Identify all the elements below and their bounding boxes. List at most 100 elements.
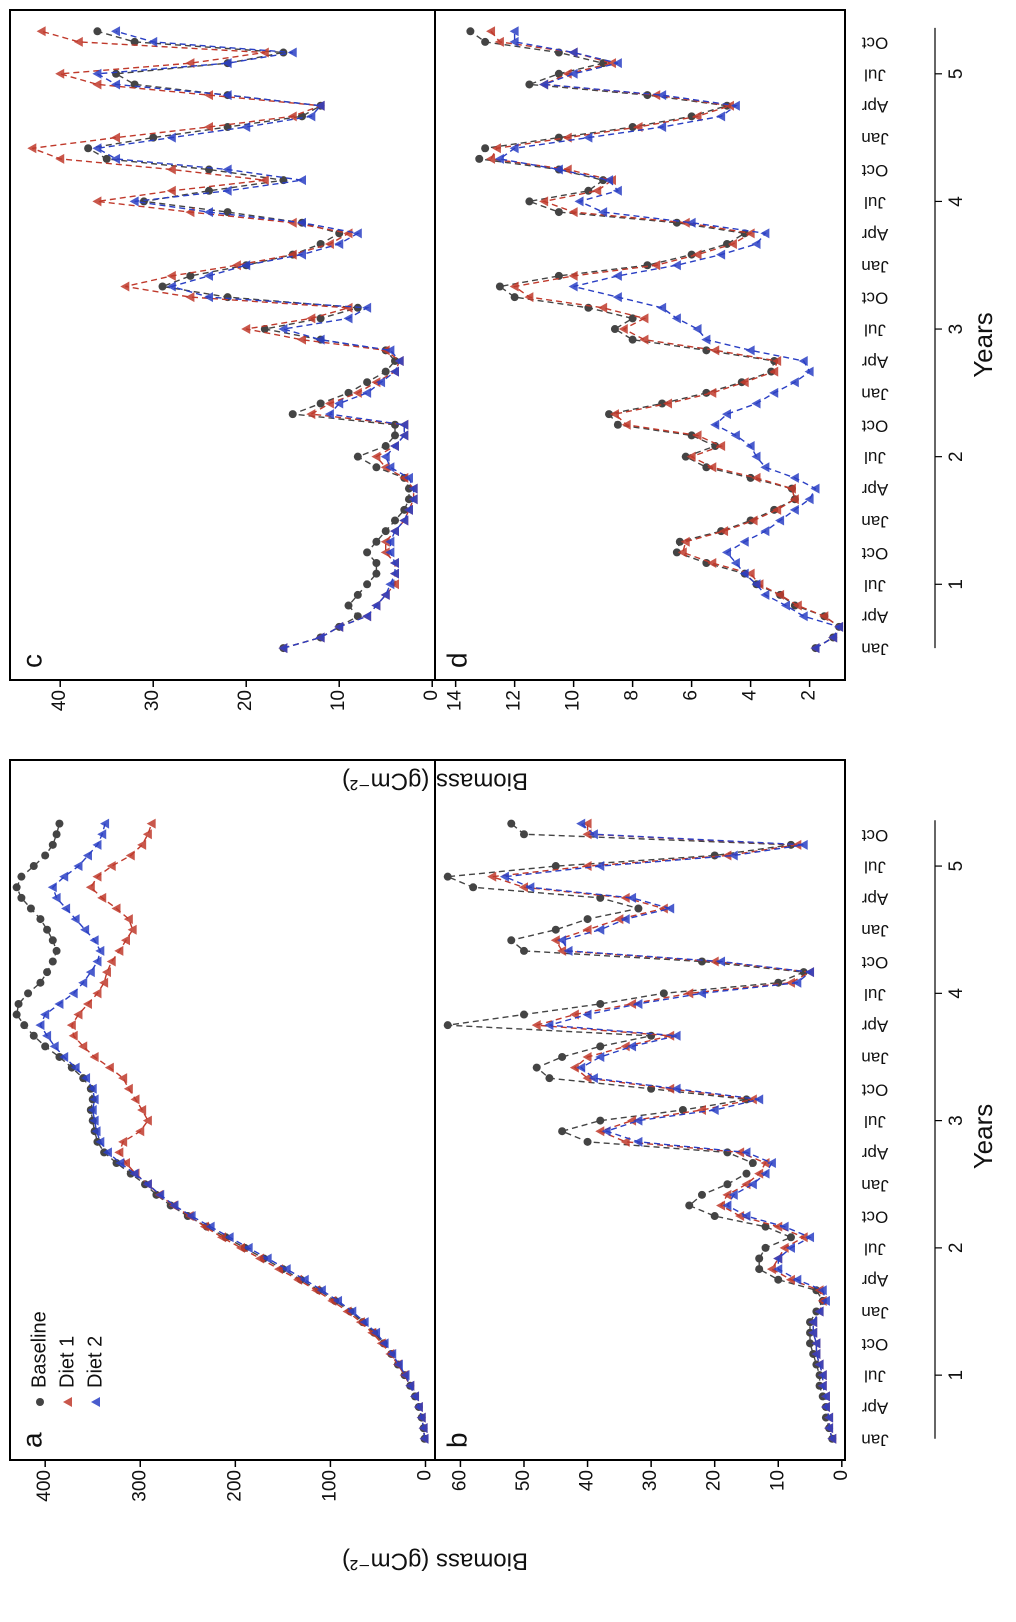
data-point: [745, 345, 755, 356]
data-point: [596, 1042, 605, 1051]
data-point: [185, 292, 195, 303]
data-point: [760, 589, 770, 600]
data-point: [751, 579, 761, 590]
data-point: [55, 153, 65, 164]
panel-label: c: [16, 654, 47, 668]
data-point: [824, 1412, 834, 1423]
data-point: [754, 1168, 764, 1179]
data-point: [405, 1380, 415, 1391]
data-point: [773, 1221, 783, 1232]
data-point: [658, 903, 668, 914]
data-point: [81, 1073, 91, 1084]
data-point: [633, 1115, 643, 1126]
data-point: [766, 1158, 776, 1169]
data-point: [628, 122, 637, 131]
data-point: [805, 967, 815, 978]
data-point: [381, 367, 390, 376]
data-point: [612, 292, 622, 303]
data-point: [609, 409, 619, 420]
data-point: [751, 238, 761, 249]
x-tick-label: Apr: [861, 225, 888, 244]
legend-label: Diet 1: [56, 1336, 78, 1388]
data-point: [222, 185, 232, 196]
data-point: [798, 355, 808, 366]
data-point: [716, 441, 726, 452]
data-point: [385, 345, 395, 356]
data-point: [605, 410, 614, 419]
y-tick-label: 30: [142, 690, 163, 711]
data-point: [716, 956, 726, 967]
x-tick-label: Jan: [861, 1176, 888, 1195]
x-tick-label: Jul: [864, 65, 886, 84]
data-point: [372, 537, 381, 546]
data-point: [353, 590, 362, 599]
data-point: [817, 1370, 827, 1381]
data-point: [751, 398, 761, 409]
year-label: 4: [946, 988, 967, 999]
x-tick-label: Oct: [862, 289, 889, 308]
data-point: [87, 1083, 97, 1094]
data-point: [443, 1021, 452, 1030]
data-point: [279, 48, 288, 57]
data-point: [316, 1285, 326, 1296]
data-point: [525, 80, 534, 89]
data-point: [385, 536, 395, 547]
data-point: [798, 839, 808, 850]
data-point: [817, 1285, 827, 1296]
year-label: 1: [946, 1370, 967, 1381]
year-label: 5: [946, 861, 967, 872]
x-tick-label: Apr: [861, 480, 888, 499]
data-point: [588, 1073, 598, 1084]
data-point: [166, 164, 176, 175]
data-point: [118, 1136, 128, 1147]
data-point: [583, 915, 592, 924]
data-point: [288, 410, 297, 419]
data-point: [333, 1295, 343, 1306]
data-point: [372, 559, 381, 568]
data-point: [52, 830, 61, 839]
data-point: [54, 998, 64, 1009]
data-point: [353, 452, 362, 461]
series-line: [86, 30, 410, 649]
data-point: [394, 355, 404, 366]
y-tick-label: 0: [415, 1470, 436, 1481]
data-point: [828, 632, 838, 643]
data-point: [639, 334, 649, 345]
data-point: [73, 1009, 83, 1020]
data-point: [385, 579, 395, 590]
panel-label: d: [441, 652, 472, 668]
data-point: [419, 1433, 429, 1444]
data-point: [792, 1274, 802, 1285]
data-point: [222, 164, 232, 175]
data-point: [371, 451, 381, 462]
data-point: [747, 1179, 757, 1190]
data-point: [469, 883, 478, 892]
data-point: [99, 977, 109, 988]
data-point: [403, 472, 413, 483]
data-point: [692, 111, 702, 122]
data-point: [36, 915, 45, 924]
data-point: [742, 1169, 751, 1178]
y-tick-label: 40: [49, 690, 70, 711]
data-point: [43, 968, 52, 977]
data-point: [598, 207, 608, 218]
data-point: [614, 914, 624, 925]
data-point: [353, 612, 362, 621]
data-point: [315, 632, 325, 643]
x-tick-label: Jul: [864, 1112, 886, 1131]
data-point: [399, 515, 409, 526]
data-point: [149, 133, 158, 142]
data-point: [204, 292, 214, 303]
data-point: [610, 325, 619, 334]
data-point: [735, 1147, 745, 1158]
data-point: [416, 1412, 426, 1423]
data-point: [598, 302, 608, 313]
data-point: [675, 537, 684, 546]
data-point: [772, 355, 782, 366]
data-point: [297, 175, 307, 186]
x-axis-title: Years: [968, 312, 998, 378]
data-point: [241, 121, 251, 132]
data-point: [710, 345, 720, 356]
data-point: [51, 892, 61, 903]
legend-label: Baseline: [28, 1311, 50, 1388]
